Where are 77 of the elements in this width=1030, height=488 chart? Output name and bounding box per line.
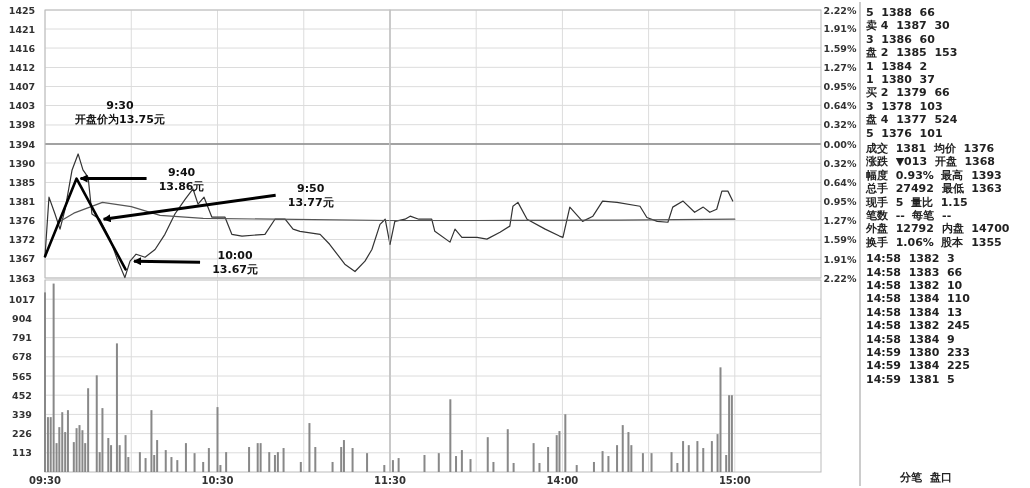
annotation: 9:40 13.86元 <box>158 165 205 193</box>
y2-tick-label: 1.91% <box>823 23 857 35</box>
annotation: 9:30 开盘价为13.75元 <box>74 99 165 126</box>
text: 14:58 1382 3 <box>866 252 955 266</box>
y-tick-label: 1367 <box>8 253 36 265</box>
y2-tick-label: 1.59% <box>823 234 857 246</box>
text: 14:58 1384 9 <box>866 332 955 346</box>
text: 5 1388 66 <box>866 6 936 19</box>
text: 现手 5 量比 1.15 <box>865 195 968 209</box>
x-tick-label: 14:00 <box>546 475 579 486</box>
y2-tick-label: 0.95% <box>823 195 857 207</box>
y-tick-label: 452 <box>12 389 32 401</box>
x-tick-label: 11:30 <box>374 475 406 486</box>
text: 14:58 1384 110 <box>866 292 971 306</box>
y-tick-label: 1412 <box>8 61 36 73</box>
text: 3 1386 60 <box>866 32 936 46</box>
y2-tick-label: 0.95% <box>823 81 857 93</box>
y2-tick-label: 0.32% <box>823 119 857 131</box>
y-tick-label: 1398 <box>8 119 36 131</box>
text: 幅度 0.93% 最高 1393 <box>866 168 1002 182</box>
y-tick-label: 791 <box>12 332 32 344</box>
y-tick-label: 904 <box>12 312 33 324</box>
y-tick-label: 678 <box>12 351 33 363</box>
text: 14:58 1382 10 <box>866 279 963 292</box>
y2-tick-label: 0.64% <box>823 99 857 111</box>
text: 14:58 1382 245 <box>866 319 970 333</box>
y-tick-label: 1403 <box>8 100 36 112</box>
text: 换手 1.06% 股本 1355 <box>865 235 1002 249</box>
y2-tick-label: 0.64% <box>823 177 857 189</box>
text: 总手 27492 最低 1363 <box>865 182 1002 196</box>
annotation: 9:50 13.77元 <box>287 182 334 210</box>
text: 涨跌 ▼013 开盘 1368 <box>865 155 996 169</box>
y-tick-label: 113 <box>12 447 32 459</box>
text: 1 1384 2 <box>866 59 928 73</box>
text: 14:59 1380 233 <box>866 346 970 359</box>
y-tick-label: 1425 <box>8 4 36 16</box>
x-tick-label: 15:00 <box>718 475 751 486</box>
text: 14:59 1381 5 <box>866 372 955 386</box>
text: 14:58 1384 13 <box>866 305 963 319</box>
text: 买 2 1379 66 <box>866 86 951 100</box>
y-tick-label: 1394 <box>8 138 36 150</box>
text: 卖 4 1387 30 <box>866 19 951 33</box>
text: 1 1380 37 <box>866 73 935 86</box>
text: 盘 4 1377 524 <box>865 113 958 127</box>
text: 笔数 -- 每笔 -- <box>865 209 952 222</box>
y2-tick-label: 2.22% <box>823 272 857 284</box>
y-tick-label: 1363 <box>8 272 36 284</box>
y-tick-label: 1421 <box>8 23 36 35</box>
x-tick-label: 09:30 <box>29 475 61 486</box>
y-tick-label: 1385 <box>8 176 36 188</box>
y-tick-label: 1376 <box>8 215 36 227</box>
x-tick-label: 10:30 <box>201 475 234 486</box>
y-tick-label: 1407 <box>8 81 36 93</box>
annotation: 10:00 13.67元 <box>212 249 258 277</box>
text: 3 1378 103 <box>866 99 943 113</box>
y-tick-label: 565 <box>12 370 32 382</box>
text: 14:59 1384 225 <box>866 359 970 373</box>
text: 5 1376 101 <box>866 126 943 140</box>
y-tick-label: 339 <box>12 408 32 420</box>
y2-tick-label: 1.91% <box>823 253 857 265</box>
text: 外盘 12792 内盘 14700 <box>865 222 1010 236</box>
y-tick-label: 226 <box>12 428 33 440</box>
y2-tick-label: 1.59% <box>823 42 857 54</box>
y2-tick-label: 2.22% <box>823 4 857 16</box>
y-tick-label: 1017 <box>8 293 36 305</box>
y-tick-label: 1372 <box>8 234 36 246</box>
text: 14:58 1383 66 <box>866 265 963 279</box>
text: 分笔 盘口 <box>899 471 952 484</box>
y2-tick-label: 0.00% <box>823 138 857 150</box>
text: 成交 1381 均价 1376 <box>865 142 995 155</box>
y2-tick-label: 0.32% <box>823 157 857 169</box>
text: 盘 2 1385 153 <box>865 46 958 60</box>
y-tick-label: 1416 <box>8 42 36 54</box>
y2-tick-label: 1.27% <box>823 61 857 73</box>
y2-tick-label: 1.27% <box>823 215 857 227</box>
y-tick-label: 1381 <box>8 195 36 207</box>
y-tick-label: 1390 <box>8 157 36 169</box>
